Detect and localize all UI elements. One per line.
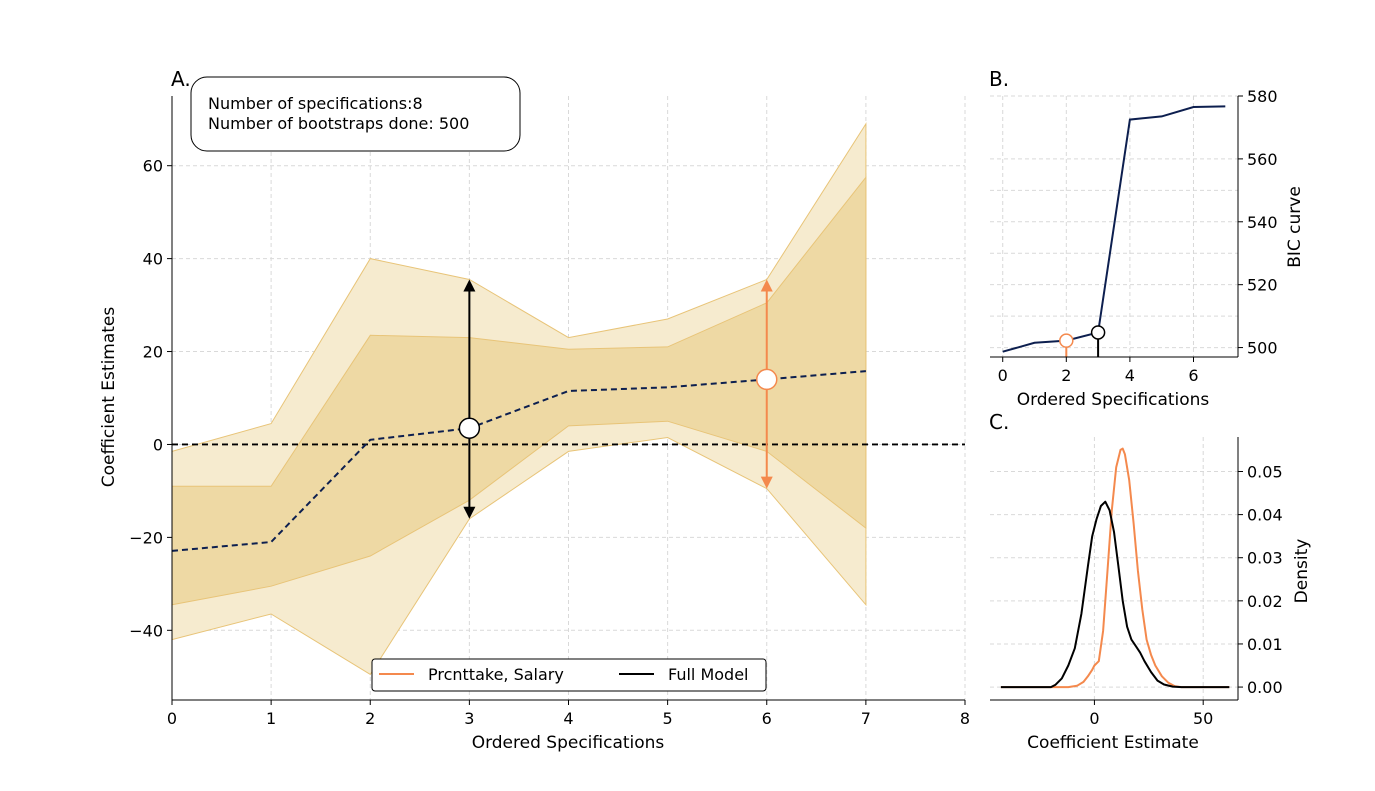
panel-c-xtick-label-0: 0	[1089, 709, 1099, 728]
full-model-marker	[459, 418, 479, 438]
panel-a: 0 1 2 3 4 5 6 7 8 −40 −20 0 20 40 60 A. Number of spec…	[99, 67, 970, 753]
panel-c-ytick-label-1: 0.01	[1247, 635, 1283, 654]
panel-a-xtick-label-6: 6	[762, 709, 772, 728]
panel-a-xtick-label-0: 0	[167, 709, 177, 728]
panel-c-axes: 0 50 0.00 0.01 0.02 0.03 0.04 0.05	[990, 437, 1283, 728]
prcnttake-marker	[757, 369, 777, 389]
panel-c-ylabel: Density	[1292, 539, 1312, 604]
legend: Prcnttake, Salary Full Model	[372, 659, 766, 691]
panel-c-letter: C.	[989, 410, 1009, 434]
panel-c-grid	[990, 437, 1238, 700]
panel-a-ytick-label-3: 20	[143, 343, 163, 362]
panel-b-lines	[1003, 106, 1226, 357]
panel-a-ytick-label-2: 0	[153, 435, 163, 454]
panel-a-xlabel: Ordered Specifications	[472, 733, 665, 753]
panel-a-xtick-label-1: 1	[266, 709, 276, 728]
panel-c-ytick-label-4: 0.04	[1247, 506, 1283, 525]
panel-c-ytick-label-0: 0.00	[1247, 678, 1283, 697]
panel-b-ytick-label-1: 520	[1247, 276, 1278, 295]
panel-c: 0 50 0.00 0.01 0.02 0.03 0.04 0.05 C. Coefficie…	[989, 410, 1312, 753]
panel-a-ytick-label-5: 60	[143, 157, 163, 176]
annotation-box: Number of specifications:8 Number of boo…	[191, 77, 520, 151]
panel-b-axes: 0 2 4 6 500 520 540 560 580	[990, 87, 1278, 385]
panel-c-ytick-label-3: 0.03	[1247, 549, 1283, 568]
panel-b-ytick-label-0: 500	[1247, 339, 1278, 358]
panel-a-xtick-label-2: 2	[365, 709, 375, 728]
panel-a-xtick-label-8: 8	[960, 709, 970, 728]
panel-a-xtick-label-5: 5	[663, 709, 673, 728]
density-prcnttake	[1001, 449, 1229, 687]
panel-a-xtick-label-7: 7	[861, 709, 871, 728]
panel-a-bands	[172, 124, 866, 675]
panel-b-xlabel: Ordered Specifications	[1017, 390, 1210, 410]
panel-c-ytick-label-2: 0.02	[1247, 592, 1283, 611]
panel-b-ytick-label-4: 580	[1247, 87, 1278, 106]
panel-a-letter: A.	[171, 67, 191, 91]
panel-a-xtick-label-4: 4	[563, 709, 573, 728]
panel-b-ytick-label-2: 540	[1247, 213, 1278, 232]
panel-c-lines	[1001, 449, 1229, 687]
panel-c-xtick-label-1: 50	[1193, 709, 1213, 728]
panel-b: 0 2 4 6 500 520 540 560 580 B. Ordered Specifica…	[989, 67, 1305, 410]
panel-c-xlabel: Coefficient Estimate	[1027, 733, 1199, 753]
annotation-specifications: Number of specifications:8	[208, 94, 423, 113]
panel-b-ytick-label-3: 560	[1247, 150, 1278, 169]
bic-full-model-marker	[1092, 326, 1105, 339]
panel-a-ylabel: Coefficient Estimates	[99, 307, 119, 488]
density-full-model	[1001, 502, 1229, 687]
panel-a-ytick-label-4: 40	[143, 250, 163, 269]
panel-a-ytick-label-1: −20	[129, 528, 163, 547]
legend-label-prcnttake: Prcnttake, Salary	[428, 665, 564, 684]
panel-b-letter: B.	[989, 67, 1009, 91]
panel-b-xtick-label-0: 0	[998, 366, 1008, 385]
panel-b-xtick-label-2: 4	[1125, 366, 1135, 385]
inner-band	[172, 177, 866, 605]
panel-a-xtick-label-3: 3	[464, 709, 474, 728]
legend-label-full-model: Full Model	[668, 665, 748, 684]
bic-prcnttake-marker	[1060, 334, 1073, 347]
panel-b-xtick-label-1: 2	[1061, 366, 1071, 385]
bic-line	[1003, 106, 1226, 351]
panel-b-xtick-label-3: 6	[1188, 366, 1198, 385]
panel-c-ytick-label-5: 0.05	[1247, 462, 1283, 481]
panel-b-ylabel: BIC curve	[1285, 186, 1305, 268]
annotation-bootstraps: Number of bootstraps done: 500	[208, 114, 469, 133]
panel-a-ytick-label-0: −40	[129, 621, 163, 640]
